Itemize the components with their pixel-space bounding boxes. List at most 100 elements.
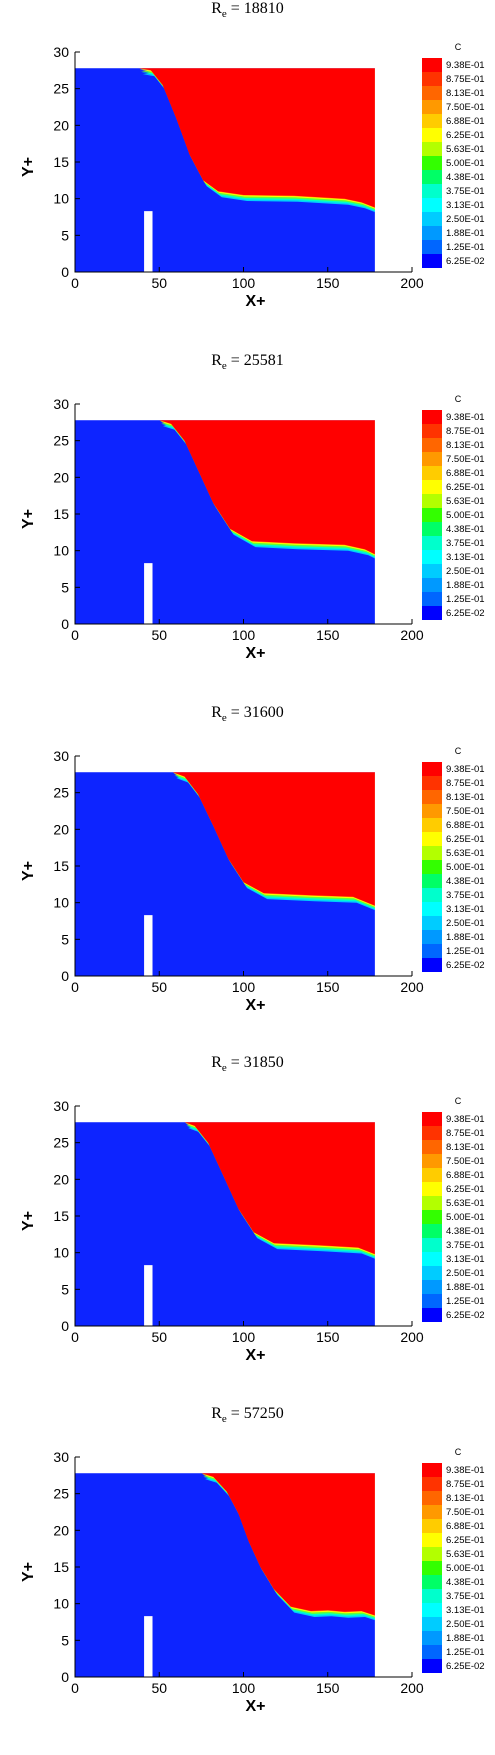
domain-mask (75, 394, 387, 421)
x-tick-label: 100 (232, 979, 256, 995)
legend-swatch (422, 226, 442, 240)
y-tick-label: 0 (61, 264, 69, 280)
y-tick-label: 30 (53, 396, 69, 412)
legend-label: 1.88E-01 (446, 1633, 485, 1644)
legend-swatch (422, 930, 442, 944)
domain-mask (374, 68, 383, 272)
legend-swatch (422, 1631, 442, 1645)
legend-label: 7.50E-01 (446, 454, 485, 465)
legend-swatch (422, 1519, 442, 1533)
legend-swatch (422, 1238, 442, 1252)
legend-label: 8.13E-01 (446, 88, 485, 99)
title-re-subscript: e (221, 1062, 227, 1075)
legend-swatch (422, 410, 442, 424)
legend-swatch (422, 212, 442, 226)
legend-label: 3.13E-01 (446, 1605, 485, 1616)
legend-swatch (422, 1294, 442, 1308)
legend-swatch (422, 128, 442, 142)
legend-label: 8.75E-01 (446, 1128, 485, 1139)
legend-label: 6.25E-01 (446, 130, 485, 141)
domain-mask (374, 772, 383, 976)
obstacle (144, 211, 153, 272)
legend-label: 3.13E-01 (446, 904, 485, 915)
y-tick-label: 15 (53, 1208, 69, 1224)
legend-swatch (422, 58, 442, 72)
legend-swatch (422, 762, 442, 776)
legend-swatch (422, 1112, 442, 1126)
legend-swatch (422, 832, 442, 846)
y-tick-label: 25 (53, 1486, 69, 1502)
y-tick-label: 10 (53, 543, 69, 559)
legend-label: 5.63E-01 (446, 848, 485, 859)
legend-swatch (422, 1463, 442, 1477)
chart-title: Re = 31600 (0, 704, 495, 724)
y-tick-label: 15 (53, 154, 69, 170)
chart-panel: Re = 57250 0 50 100 150 200 0 5 10 15 20 25 30 X+ Y+ C 9… (0, 1405, 495, 1755)
y-tick-label: 30 (53, 1098, 69, 1114)
y-tick-label: 20 (53, 1171, 69, 1187)
y-tick-label: 0 (61, 616, 69, 632)
legend-swatch (422, 1547, 442, 1561)
legend-swatch (422, 1308, 442, 1322)
y-tick-label: 0 (61, 968, 69, 984)
domain-high-concentration (75, 772, 375, 906)
legend-label: 1.88E-01 (446, 932, 485, 943)
legend-label: 7.50E-01 (446, 1156, 485, 1167)
x-tick-label: 50 (151, 275, 167, 291)
legend-label: 7.50E-01 (446, 102, 485, 113)
x-tick-label: 0 (71, 1680, 79, 1696)
legend-label: 3.75E-01 (446, 1591, 485, 1602)
y-tick-label: 5 (61, 579, 69, 595)
x-tick-label: 100 (232, 627, 256, 643)
title-equals: = (226, 1054, 244, 1071)
legend-label: 1.88E-01 (446, 580, 485, 591)
legend-label: 5.63E-01 (446, 1198, 485, 1209)
legend-swatch (422, 1533, 442, 1547)
legend-label: 2.50E-01 (446, 918, 485, 929)
y-tick-label: 5 (61, 1281, 69, 1297)
legend-label: 8.13E-01 (446, 792, 485, 803)
domain-mask (374, 420, 383, 624)
x-tick-label: 50 (151, 627, 167, 643)
legend-swatch (422, 916, 442, 930)
legend-label: 5.63E-01 (446, 496, 485, 507)
title-equals: = (226, 352, 244, 369)
domain-mask (75, 1096, 387, 1123)
legend-label: 2.50E-01 (446, 1619, 485, 1630)
title-equals: = (226, 0, 244, 17)
y-tick-label: 20 (53, 469, 69, 485)
legend-swatch (422, 790, 442, 804)
x-tick-label: 150 (316, 627, 340, 643)
legend-label: 5.00E-01 (446, 158, 485, 169)
legend-swatch (422, 606, 442, 620)
y-tick-label: 25 (53, 433, 69, 449)
legend-swatch (422, 142, 442, 156)
legend-label: 6.88E-01 (446, 468, 485, 479)
legend-label: 6.25E-02 (446, 608, 485, 619)
legend-swatch (422, 1168, 442, 1182)
legend-swatch (422, 1617, 442, 1631)
domain-high-concentration (75, 420, 375, 555)
legend-label: 3.13E-01 (446, 1254, 485, 1265)
title-reynolds-value: 18810 (243, 0, 284, 17)
legend-swatch (422, 254, 442, 268)
y-axis-label: Y+ (20, 157, 37, 177)
title-re-subscript: e (221, 8, 227, 21)
legend-swatch (422, 480, 442, 494)
legend-label: 8.75E-01 (446, 778, 485, 789)
y-tick-label: 5 (61, 227, 69, 243)
legend-label: 9.38E-01 (446, 1114, 485, 1125)
domain-high-concentration (75, 1122, 375, 1255)
legend-title: C (455, 1447, 462, 1457)
title-re-symbol: R (211, 704, 222, 721)
legend-label: 5.00E-01 (446, 510, 485, 521)
legend-label: 9.38E-01 (446, 60, 485, 71)
x-axis-label: X+ (245, 1347, 265, 1364)
obstacle (144, 563, 153, 624)
chart-title: Re = 31850 (0, 1054, 495, 1074)
title-re-subscript: e (221, 1413, 227, 1426)
legend-label: 5.00E-01 (446, 1563, 485, 1574)
legend-label: 1.25E-01 (446, 1296, 485, 1307)
chart-title: Re = 57250 (0, 1405, 495, 1425)
